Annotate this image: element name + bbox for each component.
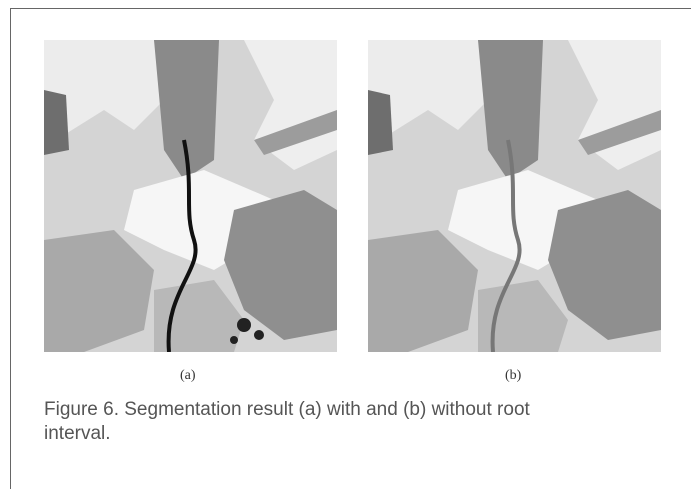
figure-caption: Figure 6. Segmentation result (a) with a… bbox=[44, 398, 564, 446]
segmentation-image-b bbox=[368, 40, 661, 352]
page: {"figure":{"panels":[{"label":"(a)"},{"l… bbox=[0, 0, 691, 466]
panel-label: (b) bbox=[505, 368, 521, 384]
segmentation-image-a bbox=[44, 40, 337, 352]
panel-label: (a) bbox=[180, 368, 196, 384]
